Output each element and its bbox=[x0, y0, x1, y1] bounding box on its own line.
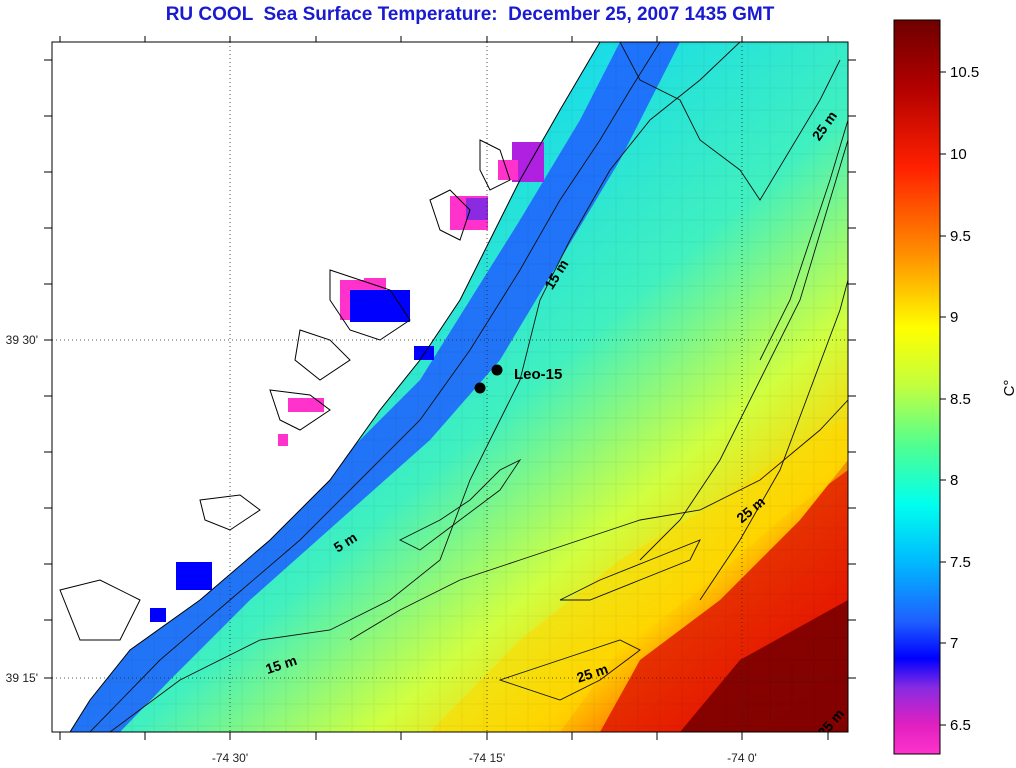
colorbar: 10.5 10 9.5 9 8.5 8 7.5 7 6.5 C° bbox=[893, 19, 1016, 755]
colorbar-unit: C° bbox=[1001, 380, 1016, 397]
colorbar-tick: 9 bbox=[950, 309, 958, 326]
station-marker bbox=[491, 364, 503, 376]
lon-tick-label: -74 30' bbox=[212, 751, 248, 765]
colorbar-tick: 7 bbox=[950, 635, 958, 652]
lon-tick-label: -74 0' bbox=[727, 751, 757, 765]
colorbar-tick: 10 bbox=[950, 146, 967, 163]
colorbar-tick: 6.5 bbox=[950, 717, 971, 734]
colorbar-tick: 9.5 bbox=[950, 228, 971, 245]
map-title: RU COOL Sea Surface Temperature: Decembe… bbox=[165, 4, 775, 25]
colorbar-tick: 7.5 bbox=[950, 554, 971, 571]
lon-tick-label: -74 15' bbox=[469, 751, 505, 765]
colorbar-tick: 8.5 bbox=[950, 391, 971, 408]
colorbar-tick: 8 bbox=[950, 472, 958, 489]
map-frame: -74 30' -74 15' -74 0' 39 30' 39 15' bbox=[6, 36, 856, 765]
map-area: 25 m 15 m 5 m 15 m 25 m 25 m 25 m Leo-15 bbox=[52, 42, 848, 732]
lat-tick-label: 39 15' bbox=[6, 671, 38, 685]
station-marker bbox=[474, 382, 486, 394]
station-label-leo15: Leo-15 bbox=[514, 366, 562, 383]
colorbar-tick: 10.5 bbox=[950, 64, 979, 81]
lat-tick-label: 39 30' bbox=[6, 333, 38, 347]
